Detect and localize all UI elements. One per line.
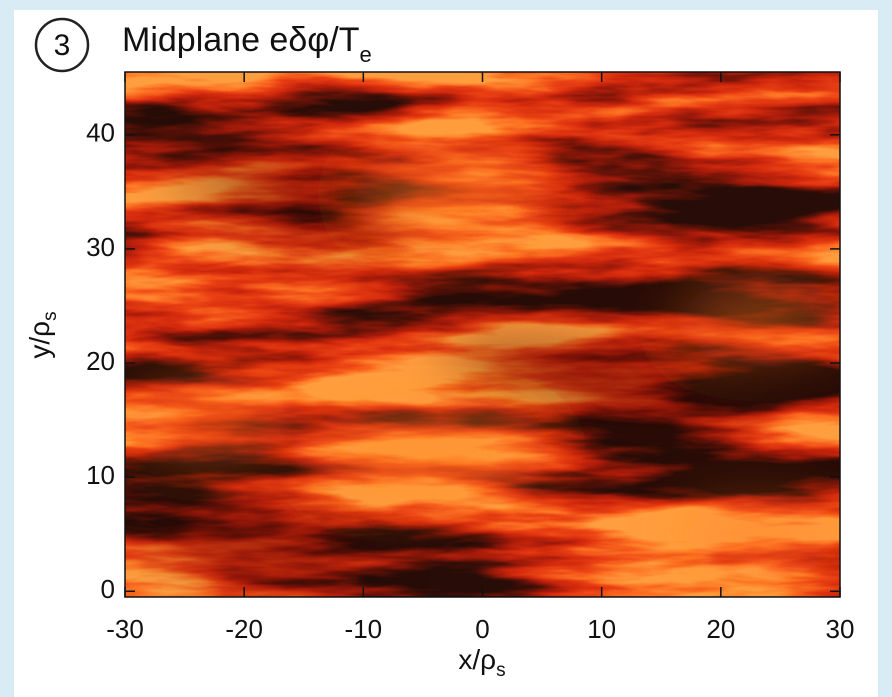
x-tick-label: -30 [106,614,144,644]
y-tick-label: 20 [86,346,115,376]
x-axis-label: x/ρs [458,644,505,681]
y-tick-label: 0 [101,574,115,604]
x-tick-label: 0 [475,614,489,644]
badge: 3 [54,29,71,62]
x-label-main: x/ρ [458,644,496,675]
y-label-subscript: s [40,311,61,321]
y-tick-label: 30 [86,232,115,262]
x-tick-label: 10 [587,614,616,644]
y-label-main: y/ρ [24,321,55,359]
chart-title: Midplane eδφ/Te [122,21,372,67]
y-tick-label: 40 [86,118,115,148]
title-main: Midplane eδφ/T [122,21,360,59]
y-tick-label: 10 [86,460,115,490]
x-label-subscript: s [496,660,506,681]
field [125,72,840,597]
y-axis-label: y/ρs [24,311,61,358]
x-tick-label: -10 [345,614,383,644]
badge-circle [34,17,90,73]
x-tick-label: -20 [225,614,263,644]
x-tick-label: 30 [826,614,855,644]
field-shading [130,158,840,575]
x-tick-label: 20 [706,614,735,644]
title-subscript: e [360,42,372,67]
